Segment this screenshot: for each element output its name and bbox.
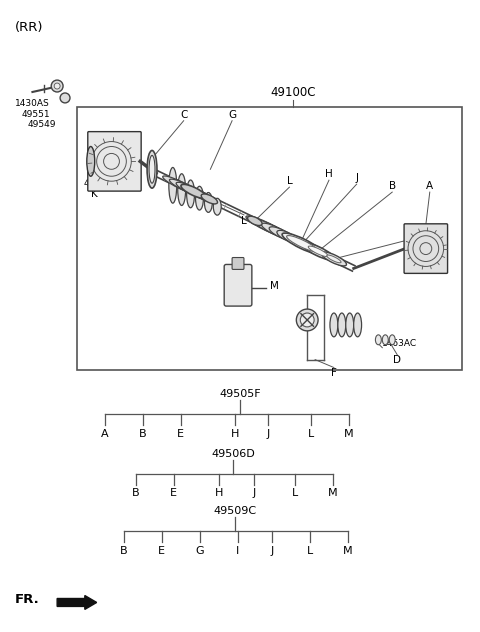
Ellipse shape xyxy=(213,198,221,215)
FancyBboxPatch shape xyxy=(224,264,252,306)
Text: FR.: FR. xyxy=(14,593,39,605)
Ellipse shape xyxy=(338,313,346,337)
Ellipse shape xyxy=(287,236,318,252)
Text: L: L xyxy=(287,176,292,186)
Text: K: K xyxy=(91,189,97,199)
Text: A: A xyxy=(101,429,108,439)
Ellipse shape xyxy=(330,313,338,337)
Ellipse shape xyxy=(204,193,212,212)
Text: 49590A: 49590A xyxy=(84,179,119,188)
Ellipse shape xyxy=(195,186,204,210)
Text: 49549: 49549 xyxy=(27,119,56,129)
Text: G: G xyxy=(195,546,204,556)
Ellipse shape xyxy=(178,174,186,205)
Ellipse shape xyxy=(87,147,95,176)
Text: L: L xyxy=(308,429,314,439)
FancyBboxPatch shape xyxy=(88,131,141,191)
Ellipse shape xyxy=(149,155,155,183)
Ellipse shape xyxy=(147,150,157,188)
Text: G: G xyxy=(228,110,236,119)
Ellipse shape xyxy=(301,242,335,260)
Ellipse shape xyxy=(176,182,203,197)
Ellipse shape xyxy=(389,335,395,344)
Circle shape xyxy=(51,80,63,92)
Circle shape xyxy=(60,93,70,103)
Ellipse shape xyxy=(196,191,213,202)
Ellipse shape xyxy=(383,335,388,344)
Ellipse shape xyxy=(190,188,209,200)
Text: 49509C: 49509C xyxy=(214,506,257,516)
Text: J: J xyxy=(355,173,358,183)
Ellipse shape xyxy=(201,194,217,204)
Ellipse shape xyxy=(354,313,361,337)
Ellipse shape xyxy=(169,179,200,195)
FancyBboxPatch shape xyxy=(404,224,447,274)
Ellipse shape xyxy=(282,233,323,254)
Ellipse shape xyxy=(187,180,194,208)
FancyBboxPatch shape xyxy=(232,257,244,269)
Text: C: C xyxy=(180,110,187,119)
Text: B: B xyxy=(139,429,146,439)
FancyArrow shape xyxy=(57,595,96,609)
Text: 49551: 49551 xyxy=(22,110,50,119)
Ellipse shape xyxy=(163,176,197,193)
Ellipse shape xyxy=(327,255,341,263)
Ellipse shape xyxy=(308,246,328,257)
Text: H: H xyxy=(231,429,240,439)
Text: J: J xyxy=(267,429,270,439)
Ellipse shape xyxy=(321,252,347,266)
Ellipse shape xyxy=(183,185,206,198)
Ellipse shape xyxy=(346,313,354,337)
Text: I: I xyxy=(236,546,239,556)
Text: L: L xyxy=(241,216,247,226)
Ellipse shape xyxy=(181,185,206,198)
Text: H: H xyxy=(325,169,333,179)
Text: B: B xyxy=(120,546,128,556)
Text: E: E xyxy=(177,429,184,439)
Text: E: E xyxy=(170,489,177,499)
Text: (RR): (RR) xyxy=(14,21,43,33)
Text: 1430AS: 1430AS xyxy=(14,99,49,108)
Bar xyxy=(77,107,462,370)
Ellipse shape xyxy=(248,216,262,226)
Text: 49100C: 49100C xyxy=(270,86,315,99)
Text: B: B xyxy=(132,489,139,499)
Ellipse shape xyxy=(246,216,284,235)
Text: J: J xyxy=(252,489,256,499)
Text: 49506D: 49506D xyxy=(211,449,255,459)
Ellipse shape xyxy=(262,223,290,239)
Text: L: L xyxy=(307,546,313,556)
Text: J: J xyxy=(271,546,274,556)
Text: F: F xyxy=(331,368,337,377)
Text: 1463AC: 1463AC xyxy=(383,339,418,348)
Ellipse shape xyxy=(269,227,293,240)
Text: M: M xyxy=(328,489,337,499)
Text: E: E xyxy=(410,239,416,248)
Text: E: E xyxy=(158,546,165,556)
Ellipse shape xyxy=(296,309,318,331)
Text: D: D xyxy=(393,355,401,365)
Text: 49505F: 49505F xyxy=(219,389,261,399)
Ellipse shape xyxy=(300,313,314,327)
Text: H: H xyxy=(215,489,223,499)
Ellipse shape xyxy=(169,167,177,203)
Circle shape xyxy=(54,83,60,89)
Text: A: A xyxy=(426,181,433,191)
Ellipse shape xyxy=(253,219,287,237)
Text: I: I xyxy=(214,206,217,216)
Ellipse shape xyxy=(375,335,381,344)
Text: M: M xyxy=(270,281,278,291)
Text: B: B xyxy=(389,181,396,191)
Text: L: L xyxy=(291,489,298,499)
Ellipse shape xyxy=(277,230,297,242)
Text: M: M xyxy=(343,546,353,556)
Text: M: M xyxy=(344,429,354,439)
